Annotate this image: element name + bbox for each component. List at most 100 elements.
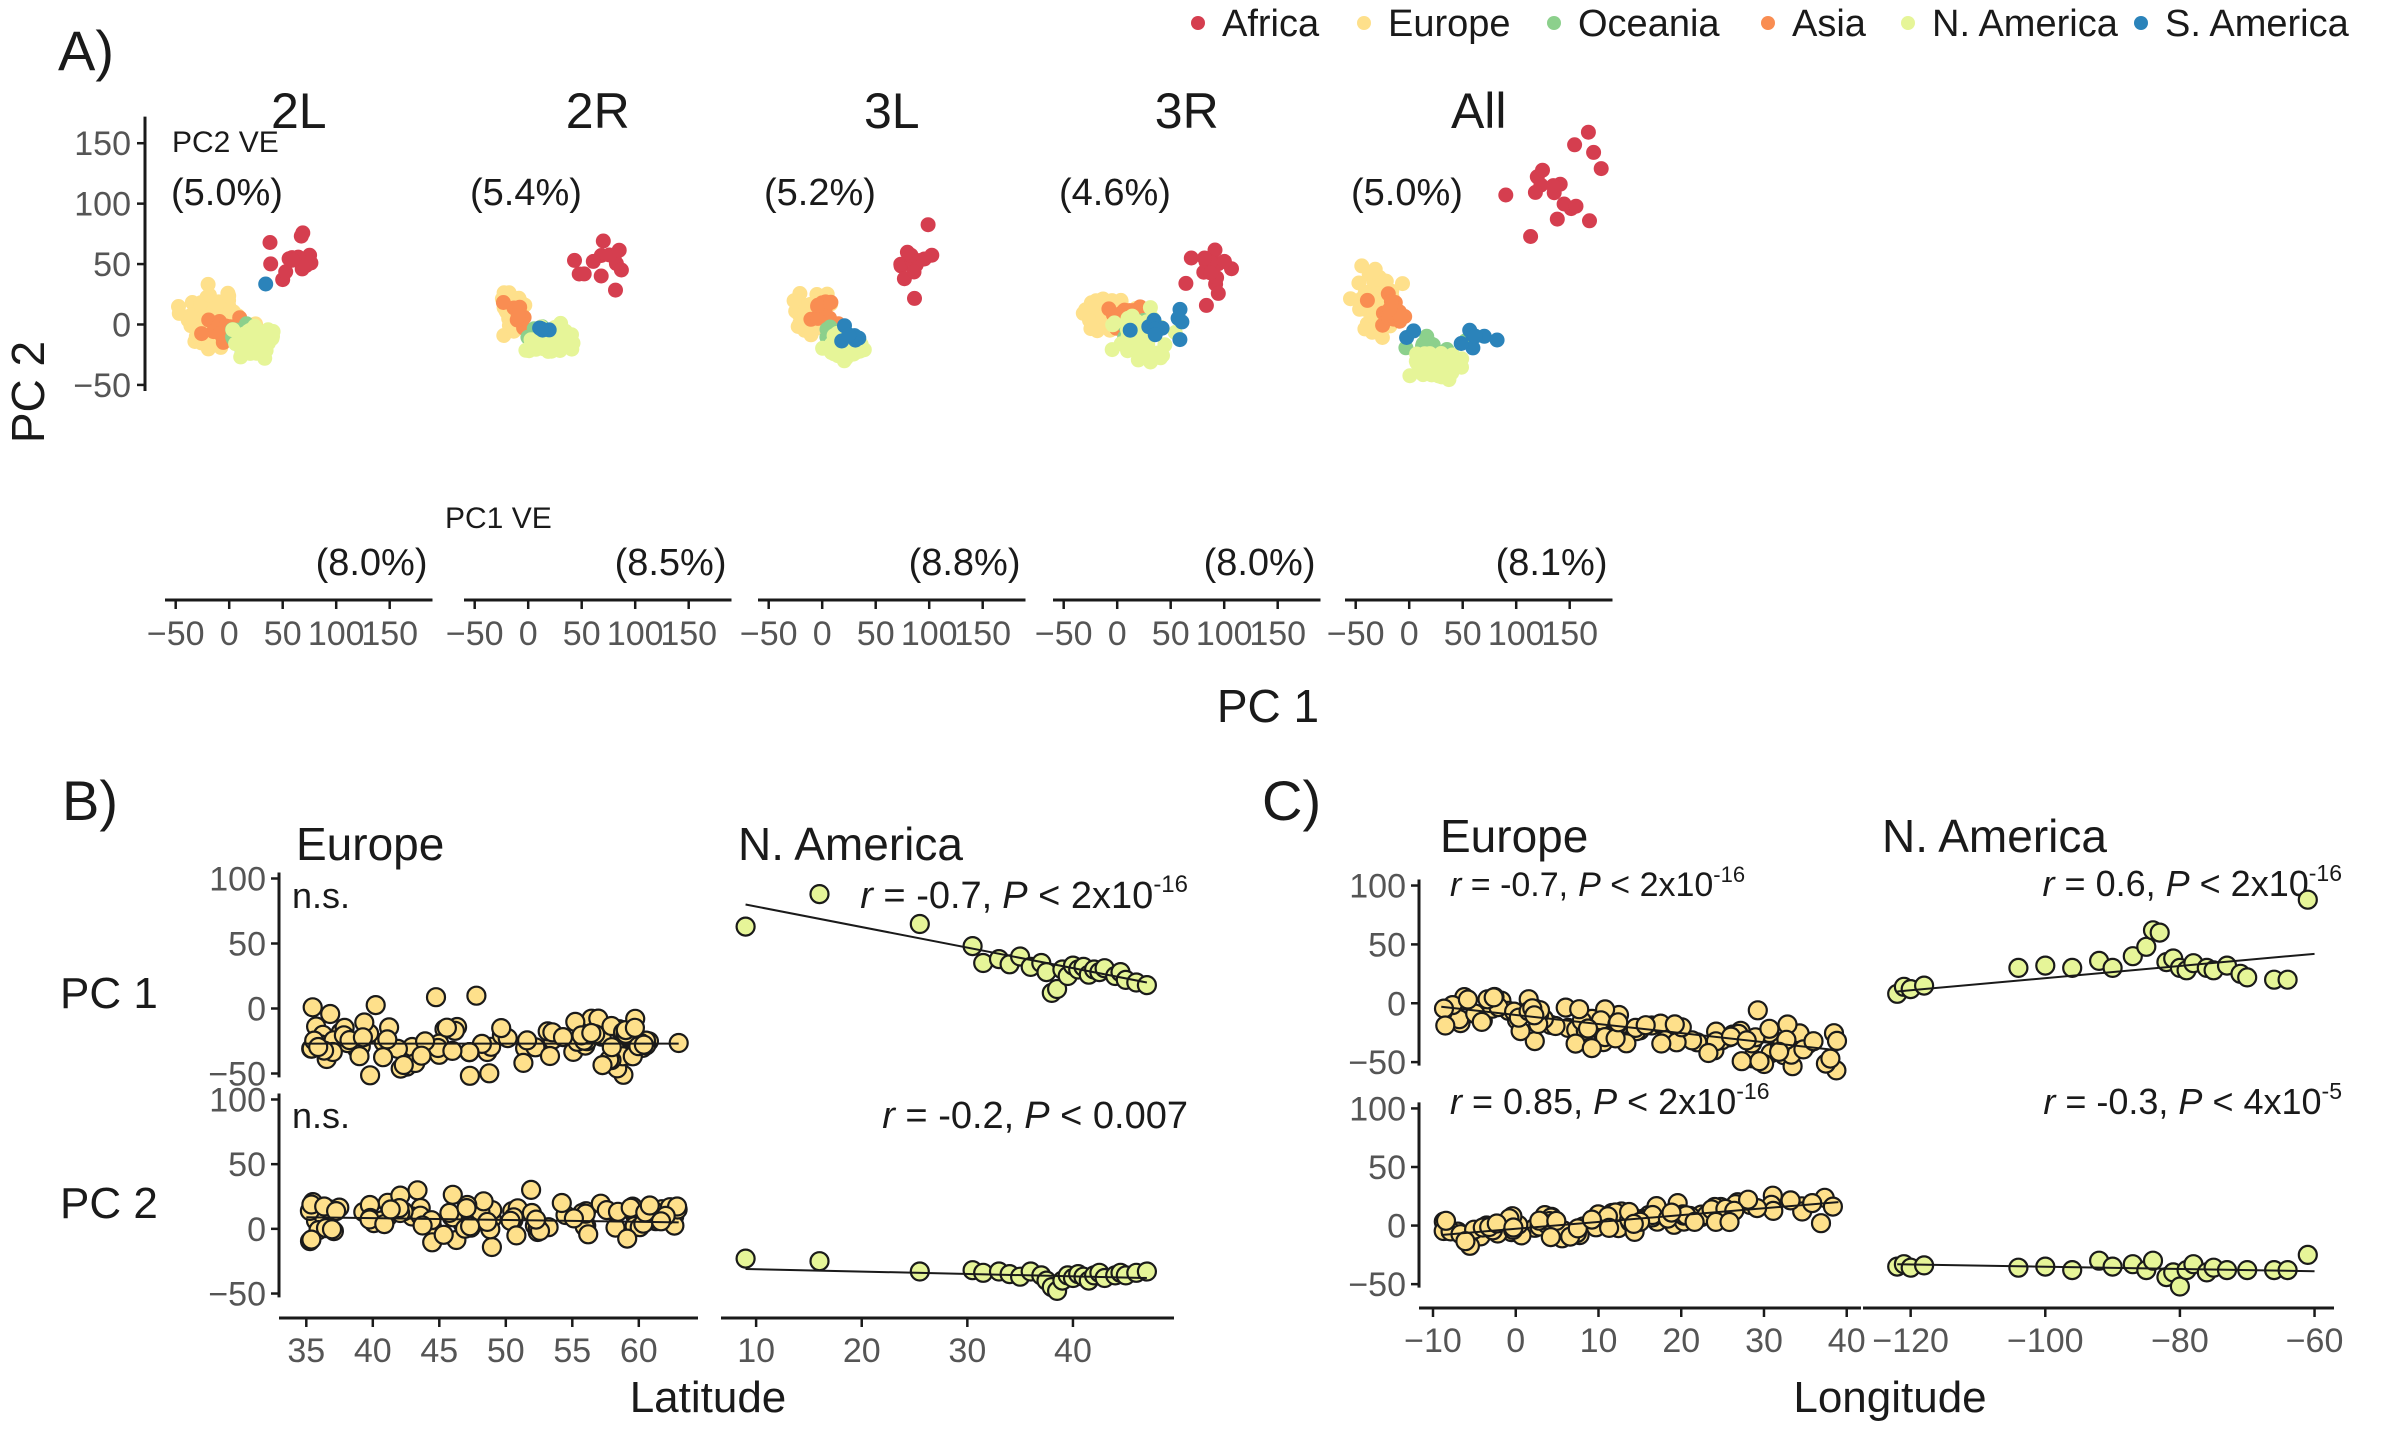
data-point	[735, 1248, 756, 1269]
data-point	[633, 1034, 655, 1055]
stat-r-symbol: r	[1450, 866, 1463, 904]
point-africa	[1556, 196, 1572, 212]
point-s-america	[1122, 322, 1138, 338]
data-point	[551, 1192, 572, 1214]
point-asia	[1382, 301, 1398, 317]
data-point	[592, 1054, 613, 1076]
data-point	[2102, 957, 2123, 979]
data-point	[516, 1030, 538, 1051]
data-point	[1435, 1210, 1457, 1231]
y-tick-label: 100	[209, 861, 266, 899]
x-tick-label: 20	[1662, 1322, 1700, 1360]
data-point	[578, 1224, 599, 1245]
point-africa	[576, 266, 592, 282]
point-asia	[194, 326, 210, 342]
point-africa	[608, 282, 623, 298]
data-point	[617, 1228, 638, 1249]
point-africa	[595, 233, 611, 249]
point-europe	[1367, 261, 1383, 277]
x-tick-label: 10	[1580, 1322, 1618, 1360]
data-point	[962, 935, 983, 957]
stat-eq: =	[1461, 866, 1500, 904]
data-point	[2142, 1250, 2164, 1271]
point-europe	[786, 293, 802, 309]
point-europe	[790, 319, 806, 334]
x-tick-label: 30	[1745, 1322, 1783, 1360]
stat-p-base: 2x10	[1071, 875, 1153, 917]
data-point	[2008, 957, 2029, 979]
data-point	[380, 1199, 401, 1220]
x-tick-label: 0	[1400, 615, 1419, 653]
data-point	[1763, 1200, 1784, 1222]
data-point	[513, 1052, 534, 1074]
data-point	[456, 1197, 477, 1219]
data-point	[2149, 922, 2170, 943]
data-point	[1651, 1033, 1672, 1054]
data-point	[477, 1211, 498, 1233]
point-africa	[906, 264, 922, 280]
panel-b-row-pc2: PC 2	[60, 1179, 158, 1228]
stat-c-pc2-na: r = -0.3, P < 4x10-5	[2043, 1078, 2342, 1122]
data-point	[2136, 936, 2157, 957]
data-point	[1698, 1042, 1719, 1064]
point-africa	[262, 235, 278, 250]
stat-p-symbol: P	[2166, 863, 2190, 904]
x-tick-label: 100	[308, 615, 365, 653]
point-africa	[920, 217, 936, 233]
point-s-america	[1465, 340, 1481, 356]
y-tick-label: 100	[1349, 1090, 1406, 1128]
pca-panel-title: 3L	[864, 83, 920, 139]
x-tick-label: −50	[1327, 615, 1385, 653]
pc1-ve-label: PC1 VE	[445, 502, 552, 535]
x-tick-label: 40	[354, 1332, 392, 1370]
point-asia	[1359, 292, 1375, 308]
point-asia	[823, 294, 839, 310]
data-point	[2062, 957, 2083, 979]
point-africa	[1549, 211, 1565, 227]
pca-panel-title: All	[1451, 83, 1507, 139]
data-point	[1826, 1030, 1848, 1052]
stat-eq: =	[873, 875, 916, 917]
pca-panel-title: 3R	[1155, 83, 1219, 139]
data-point	[1820, 1048, 1841, 1069]
data-point	[302, 997, 323, 1018]
data-point	[1759, 1018, 1780, 1039]
data-point	[2102, 1256, 2123, 1277]
data-point	[1581, 1209, 1603, 1230]
y-tick-label: 50	[1368, 926, 1406, 964]
stat-r-symbol: r	[2043, 1081, 2057, 1122]
stat-r-value: -0.2	[938, 1095, 1003, 1137]
x-tick-label: 0	[813, 615, 832, 653]
x-tick-label: −120	[1872, 1322, 1949, 1360]
data-point	[1664, 1014, 1685, 1035]
stat-eq: =	[2055, 863, 2096, 904]
data-point	[1803, 1031, 1824, 1052]
stat-c-pc2-europe: r = 0.85, P < 2x10-16	[1450, 1078, 1770, 1122]
stat-r-value: -0.3	[2096, 1081, 2158, 1122]
data-point	[909, 1261, 930, 1282]
point-s-america	[841, 327, 857, 343]
stat-lt: <	[1617, 1081, 1658, 1122]
data-point	[442, 1040, 463, 1062]
x-tick-label: 0	[220, 615, 239, 653]
data-point	[349, 1046, 370, 1067]
point-europe	[1343, 291, 1358, 307]
x-tick-label: 50	[563, 615, 601, 653]
point-africa	[1523, 229, 1539, 244]
data-point	[473, 1191, 494, 1212]
point-n-america	[1106, 315, 1122, 331]
data-point	[1822, 1196, 1844, 1217]
point-europe	[201, 287, 217, 303]
point-n-america	[256, 333, 272, 349]
legend-label-s-america: S. America	[2165, 3, 2350, 45]
stat-p-symbol: P	[2178, 1081, 2202, 1122]
data-point	[411, 1045, 432, 1066]
point-africa	[567, 252, 582, 268]
data-point	[2062, 1259, 2083, 1281]
point-n-america	[556, 335, 571, 351]
panel-c: C) Europe N. America Longitude r = -0.7,…	[1262, 769, 2342, 1422]
data-point	[809, 883, 830, 905]
y-tick-label: 0	[112, 306, 131, 344]
